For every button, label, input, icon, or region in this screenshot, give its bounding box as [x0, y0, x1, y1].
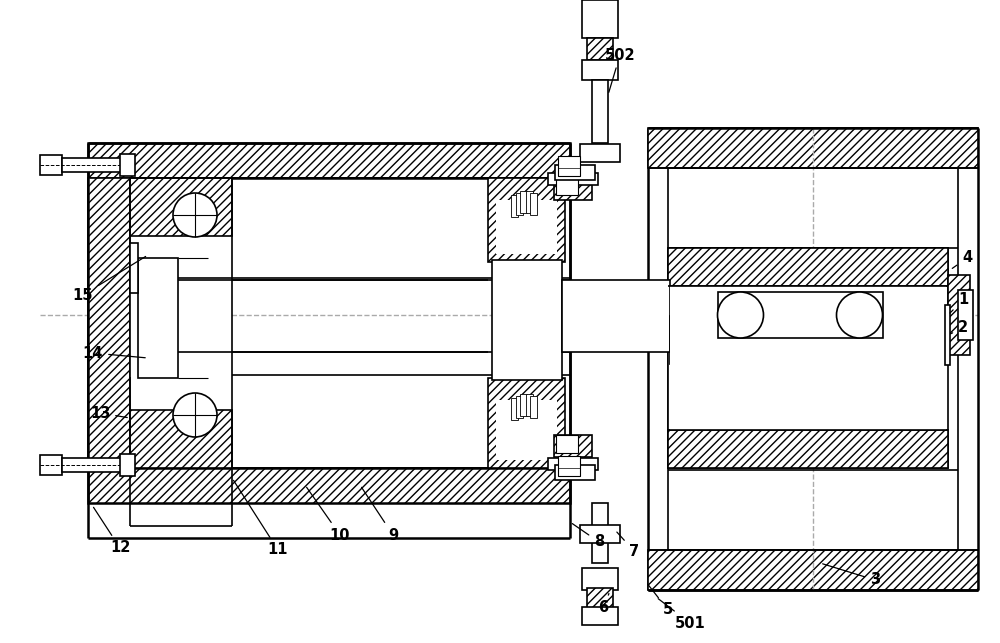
Bar — [526, 191, 533, 213]
Text: 4: 4 — [952, 251, 972, 268]
Bar — [555, 465, 595, 480]
Bar — [587, 38, 613, 60]
Bar — [88, 178, 130, 468]
Bar — [668, 248, 948, 468]
Bar — [120, 454, 135, 476]
Bar — [554, 435, 592, 457]
Bar — [120, 154, 135, 176]
Bar — [555, 165, 595, 180]
Bar — [88, 143, 570, 178]
Text: 1: 1 — [950, 293, 968, 313]
Bar — [88, 468, 570, 503]
Text: 2: 2 — [951, 320, 968, 336]
Bar — [548, 173, 598, 185]
Bar — [40, 455, 62, 475]
Bar — [948, 275, 970, 355]
Text: 9: 9 — [362, 487, 398, 543]
Bar — [554, 178, 592, 200]
Bar — [958, 290, 973, 340]
Bar — [520, 191, 527, 213]
Circle shape — [173, 393, 217, 437]
Bar — [582, 60, 618, 80]
Bar — [582, 607, 618, 625]
Bar — [516, 395, 523, 417]
Bar — [592, 503, 608, 563]
Text: 7: 7 — [617, 532, 639, 559]
Text: 5: 5 — [648, 584, 673, 617]
Bar — [40, 155, 62, 175]
Bar — [62, 458, 130, 472]
Bar — [592, 80, 608, 143]
Circle shape — [173, 193, 217, 237]
Bar — [516, 192, 523, 215]
Bar — [668, 248, 948, 286]
Bar — [130, 293, 232, 377]
Text: 6: 6 — [598, 593, 609, 615]
Text: 14: 14 — [83, 345, 145, 361]
Bar — [496, 200, 557, 254]
Ellipse shape — [836, 292, 883, 338]
Bar — [548, 458, 598, 470]
Bar — [582, 0, 618, 38]
Bar — [558, 456, 580, 476]
Bar — [130, 243, 138, 293]
Bar — [670, 286, 946, 430]
Bar — [648, 128, 978, 168]
Text: 12: 12 — [94, 507, 130, 556]
Bar — [718, 292, 883, 338]
Ellipse shape — [718, 292, 764, 338]
Text: 3: 3 — [823, 564, 880, 588]
Bar — [562, 280, 670, 352]
Bar — [511, 398, 518, 421]
Text: 502: 502 — [605, 48, 635, 93]
Bar — [580, 144, 620, 162]
Text: 10: 10 — [307, 487, 350, 543]
Bar — [526, 394, 533, 416]
Bar — [520, 394, 527, 416]
Bar — [488, 378, 565, 468]
Bar — [670, 316, 730, 364]
Bar — [580, 525, 620, 543]
Bar — [587, 588, 613, 608]
Text: 13: 13 — [90, 406, 127, 421]
Bar — [556, 435, 578, 453]
Bar — [138, 258, 178, 378]
Bar — [558, 156, 580, 176]
Bar — [488, 178, 565, 262]
Bar — [130, 178, 232, 236]
Bar — [492, 260, 562, 380]
Bar — [530, 395, 537, 417]
Bar — [556, 177, 578, 195]
Text: 15: 15 — [73, 257, 146, 302]
Text: 501: 501 — [658, 599, 705, 631]
Text: 11: 11 — [233, 480, 288, 557]
Bar — [62, 158, 130, 172]
Text: 8: 8 — [572, 523, 604, 550]
Bar — [130, 410, 232, 468]
Bar — [582, 568, 618, 590]
Bar — [496, 400, 557, 460]
Bar — [648, 550, 978, 590]
Bar — [511, 195, 518, 217]
Bar — [530, 192, 537, 215]
Bar — [668, 430, 948, 468]
Bar — [945, 305, 950, 365]
